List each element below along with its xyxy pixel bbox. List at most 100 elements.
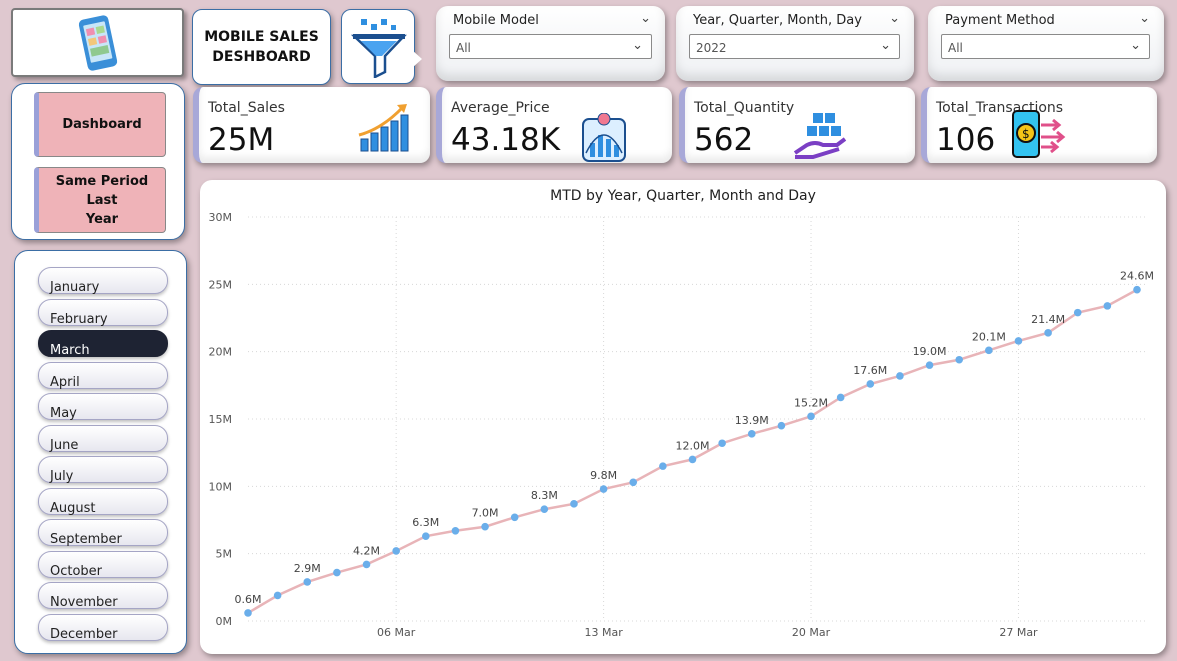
y-tick-label: 10M: [209, 480, 233, 493]
y-tick-label: 25M: [209, 278, 233, 291]
data-point: [303, 578, 312, 586]
data-point: [866, 380, 875, 388]
month-button-november[interactable]: November: [38, 582, 168, 610]
kpi-total-transactions: Total_Transactions 106 $: [921, 87, 1157, 163]
month-button-december[interactable]: December: [38, 613, 168, 642]
filter-payment-method[interactable]: Payment Method ⌄ All ⌄: [928, 6, 1164, 81]
data-point: [273, 591, 282, 600]
data-label: 7.0M: [472, 507, 499, 520]
kpi-average-price: Average_Price 43.18K: [436, 87, 672, 163]
chevron-down-icon[interactable]: ⌄: [1139, 11, 1150, 26]
dashboard-button[interactable]: Dashboard: [34, 92, 166, 157]
month-label: May: [50, 406, 77, 421]
data-point: [333, 568, 341, 577]
data-point: [718, 439, 726, 448]
data-label: 6.3M: [412, 516, 439, 529]
month-button-january[interactable]: January: [38, 267, 168, 295]
mobile-phone-icon: [78, 15, 118, 71]
filter-dropdown[interactable]: 2022 ⌄: [689, 34, 900, 59]
data-label: 12.0M: [676, 439, 710, 452]
month-label: August: [50, 500, 96, 516]
data-label: 20.1M: [972, 330, 1006, 343]
data-point: [510, 513, 519, 522]
data-label: 13.9M: [735, 414, 769, 427]
data-point: [985, 346, 993, 355]
filter-dropdown[interactable]: All ⌄: [941, 34, 1150, 59]
data-point: [392, 547, 400, 555]
data-label: 17.6M: [853, 364, 887, 377]
month-button-february[interactable]: February: [38, 298, 168, 327]
bar-growth-icon: [358, 104, 409, 152]
chevron-down-icon: ⌄: [632, 38, 643, 53]
data-label: 2.9M: [294, 562, 321, 575]
mtd-line-chart: 0M 5M 10M 15M 20M 25M 30M 06 Mar 13 Mar 20 Mar 27 …: [209, 211, 1154, 639]
funnel-pointer: [412, 50, 422, 68]
price-chart-icon: [582, 113, 626, 162]
month-button-may[interactable]: May: [38, 393, 168, 421]
x-tick-label: 27 Mar: [999, 626, 1038, 639]
y-tick-label: 5M: [216, 548, 233, 561]
month-slicer: January February March April May June July Augu…: [14, 250, 187, 654]
mtd-line-chart-card: MTD by Year, Quarter, Month and Day 0M 5M…: [200, 180, 1166, 654]
filter-value: All: [456, 41, 471, 55]
month-button-august[interactable]: August: [38, 487, 168, 516]
month-label: February: [50, 311, 108, 327]
data-point: [777, 421, 786, 430]
kpi-label: Total_Quantity: [694, 100, 795, 116]
filter-dropdown[interactable]: All ⌄: [449, 34, 652, 59]
month-label: October: [50, 563, 103, 579]
kpi-label: Total_Sales: [208, 100, 285, 116]
month-button-october[interactable]: October: [38, 550, 168, 579]
data-point: [1014, 337, 1023, 345]
data-point: [629, 478, 638, 487]
funnel-icon: [350, 19, 407, 78]
data-label: 15.2M: [794, 396, 828, 409]
data-point: [1044, 329, 1052, 337]
kpi-total-quantity: Total_Quantity 562: [679, 87, 915, 163]
kpi-value: 106: [936, 122, 996, 158]
month-button-march[interactable]: March: [38, 330, 168, 358]
month-label: September: [50, 532, 122, 547]
y-tick-label: 0M: [216, 615, 233, 628]
chevron-down-icon: ⌄: [880, 38, 891, 53]
kpi-label: Average_Price: [451, 100, 550, 116]
chevron-down-icon[interactable]: ⌄: [640, 11, 651, 26]
filter-title: Year, Quarter, Month, Day: [693, 13, 862, 28]
month-label: November: [50, 595, 118, 610]
same-period-last-year-button[interactable]: Same Period Last Year: [34, 167, 166, 233]
month-button-april[interactable]: April: [38, 361, 168, 390]
data-label: 8.3M: [531, 489, 558, 502]
month-button-september[interactable]: September: [38, 519, 168, 547]
data-point: [599, 485, 608, 493]
filter-value: 2022: [696, 41, 727, 55]
filter-mobile-model[interactable]: Mobile Model ⌄ All ⌄: [436, 6, 665, 81]
title-line-1: MOBILE SALES: [204, 29, 319, 45]
phone-transfer-icon: $: [1012, 110, 1066, 158]
navigation-panel: Dashboard Same Period Last Year: [11, 83, 185, 240]
dashboard-button-label: Dashboard: [62, 117, 142, 132]
data-point: [1103, 302, 1112, 310]
data-label: 21.4M: [1031, 313, 1065, 326]
filter-panel-button[interactable]: [341, 9, 415, 84]
kpi-value: 25M: [208, 122, 275, 158]
chevron-down-icon: ⌄: [1130, 38, 1141, 53]
data-label: 4.2M: [353, 544, 380, 557]
chart-title: MTD by Year, Quarter, Month and Day: [550, 188, 816, 204]
svg-text:$: $: [1022, 127, 1030, 141]
y-tick-label: 15M: [209, 413, 233, 426]
logo-tile: [11, 8, 184, 77]
filter-title: Mobile Model: [453, 13, 539, 28]
data-point: [807, 412, 815, 421]
y-tick-label: 20M: [209, 346, 233, 359]
chevron-down-icon[interactable]: ⌄: [889, 11, 900, 26]
button-label-line-2: Year: [85, 211, 119, 227]
data-point: [925, 361, 934, 369]
filter-date-hierarchy[interactable]: Year, Quarter, Month, Day ⌄ 2022 ⌄: [676, 6, 914, 81]
month-label: June: [50, 437, 79, 453]
month-button-june[interactable]: June: [38, 424, 168, 453]
data-point: [481, 522, 489, 531]
month-label: July: [50, 469, 74, 484]
kpi-value: 562: [694, 122, 754, 158]
month-button-july[interactable]: July: [38, 456, 168, 484]
data-point: [244, 609, 252, 617]
